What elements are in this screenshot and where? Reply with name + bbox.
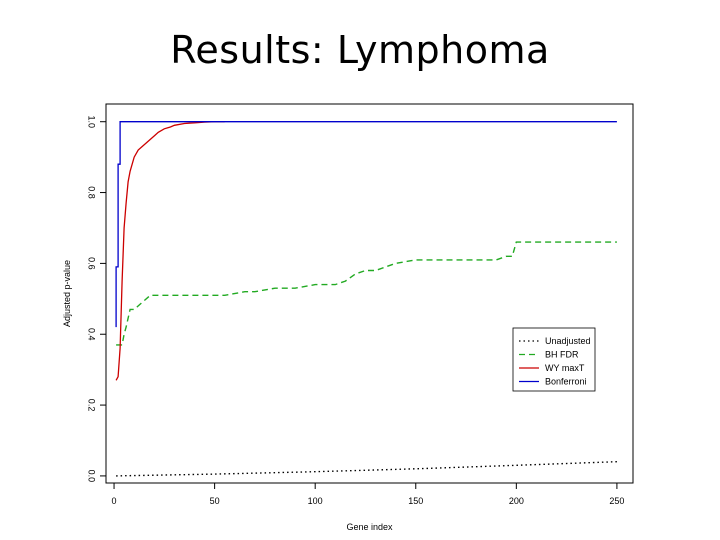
legend: [512, 327, 596, 392]
x-tick-label: 100: [308, 496, 323, 506]
x-tick-label: 150: [408, 496, 423, 506]
y-tick-label: 1.0: [87, 115, 97, 128]
series-line-bonferroni: [115, 121, 617, 328]
y-tick-label: 0.8: [87, 186, 97, 199]
x-tick-label: 200: [509, 496, 524, 506]
plot-frame: [105, 103, 634, 484]
x-tick-label: 50: [210, 496, 220, 506]
legend-entry: Bonferroni: [545, 377, 587, 387]
x-tick-label: 0: [112, 496, 117, 506]
x-axis-label: Gene index: [346, 522, 393, 532]
series-line-bh-fdr: [116, 241, 617, 346]
legend-entry: WY maxT: [545, 363, 585, 373]
y-tick-label: 0.2: [87, 399, 97, 412]
y-tick-label: 0.4: [87, 328, 97, 341]
slide-title: Results: Lymphoma: [170, 28, 550, 72]
series-line-wy-maxt: [115, 121, 225, 381]
y-axis-label: Adjusted p-value: [62, 260, 72, 327]
legend-entry: BH FDR: [545, 350, 579, 360]
y-tick-label: 0.0: [87, 470, 97, 483]
series-line-unadjusted: [116, 461, 617, 477]
y-tick-label: 0.6: [87, 257, 97, 270]
x-tick-label: 250: [609, 496, 624, 506]
legend-entry: Unadjusted: [545, 336, 591, 346]
